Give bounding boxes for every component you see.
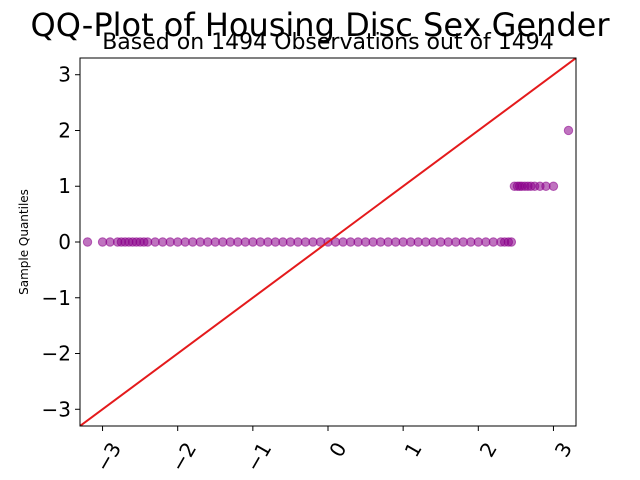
x-tick-label: −2: [166, 438, 202, 476]
x-tick-label: 1: [399, 438, 426, 461]
x-tick-label: −1: [241, 438, 277, 476]
reference-line: [80, 58, 576, 426]
chart-subtitle: Based on 1494 Observations out of 1494: [102, 30, 554, 55]
x-tick-label: 0: [324, 438, 351, 461]
chart-title: QQ-Plot of Housing Disc Sex Gender: [31, 6, 611, 44]
data-point: [82, 237, 93, 247]
data-points: [82, 125, 574, 247]
y-tick-label: −3: [42, 397, 71, 421]
y-tick-label: 3: [58, 63, 71, 87]
x-tick-label: 2: [475, 438, 502, 461]
y-tick-label: 0: [58, 230, 71, 254]
y-tick-label: −1: [42, 286, 71, 310]
x-tick-label: −3: [91, 438, 127, 476]
data-point: [548, 181, 559, 191]
y-tick-label: 1: [58, 174, 71, 198]
data-point: [563, 125, 574, 136]
data-point: [506, 237, 517, 247]
y-tick-label: −2: [42, 342, 71, 366]
y-tick-label: 2: [58, 118, 71, 142]
x-tick-label: 3: [550, 438, 577, 461]
plot-area: −3 −2 −1 0 1 2 3 −3 −2 −1 0 1 2 3: [42, 57, 577, 476]
y-axis-label: Sample Quantiles: [17, 189, 31, 295]
